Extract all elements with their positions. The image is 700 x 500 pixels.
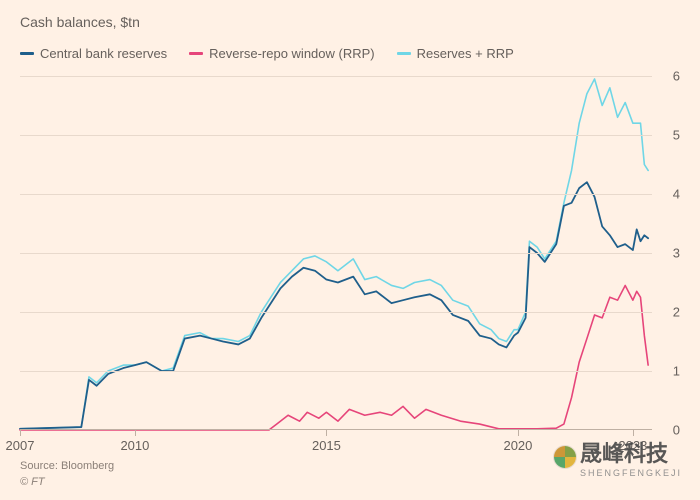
gridline — [20, 253, 652, 254]
x-axis-tick — [135, 430, 136, 436]
chart-header: Cash balances, $tn — [0, 0, 700, 36]
watermark-sub: SHENGFENGKEJI — [580, 468, 682, 478]
legend-swatch-icon — [397, 52, 411, 55]
x-axis-tick — [518, 430, 519, 436]
source-text: Source: Bloomberg — [20, 459, 114, 474]
legend-swatch-icon — [20, 52, 34, 55]
gridline — [20, 371, 652, 372]
legend-swatch-icon — [189, 52, 203, 55]
y-axis-label: 6 — [673, 69, 680, 84]
x-axis-label: 2015 — [312, 438, 341, 453]
x-axis-tick — [326, 430, 327, 436]
x-axis-label: 2010 — [120, 438, 149, 453]
legend-label: Central bank reserves — [40, 46, 167, 61]
chart-legend: Central bank reserves Reverse-repo windo… — [0, 36, 700, 65]
watermark-text: 晟峰科技 — [580, 436, 682, 468]
series-line-reverse_repo_rrp — [20, 285, 648, 430]
legend-label: Reverse-repo window (RRP) — [209, 46, 374, 61]
y-axis-label: 3 — [673, 246, 680, 261]
copyright-text: © FT — [20, 475, 114, 490]
chart-subtitle: Cash balances, $tn — [20, 14, 680, 30]
gridline — [20, 76, 652, 77]
chart-footer: Source: Bloomberg © FT — [20, 459, 114, 490]
x-axis-tick — [20, 430, 21, 436]
series-line-central_bank_reserves — [20, 182, 648, 429]
x-axis-label: 2020 — [503, 438, 532, 453]
gridline — [20, 194, 652, 195]
legend-item: Reserves + RRP — [397, 46, 514, 61]
chart-plot-area: 0123456 — [20, 76, 652, 430]
legend-item: Reverse-repo window (RRP) — [189, 46, 374, 61]
y-axis-label: 2 — [673, 305, 680, 320]
watermark-logo-icon — [554, 446, 576, 468]
gridline — [20, 312, 652, 313]
y-axis-label: 4 — [673, 187, 680, 202]
y-axis-label: 1 — [673, 364, 680, 379]
legend-label: Reserves + RRP — [417, 46, 514, 61]
legend-item: Central bank reserves — [20, 46, 167, 61]
gridline — [20, 135, 652, 136]
y-axis-label: 5 — [673, 128, 680, 143]
x-axis-label: 2007 — [6, 438, 35, 453]
watermark: 晟峰科技 SHENGFENGKEJI — [554, 436, 682, 478]
